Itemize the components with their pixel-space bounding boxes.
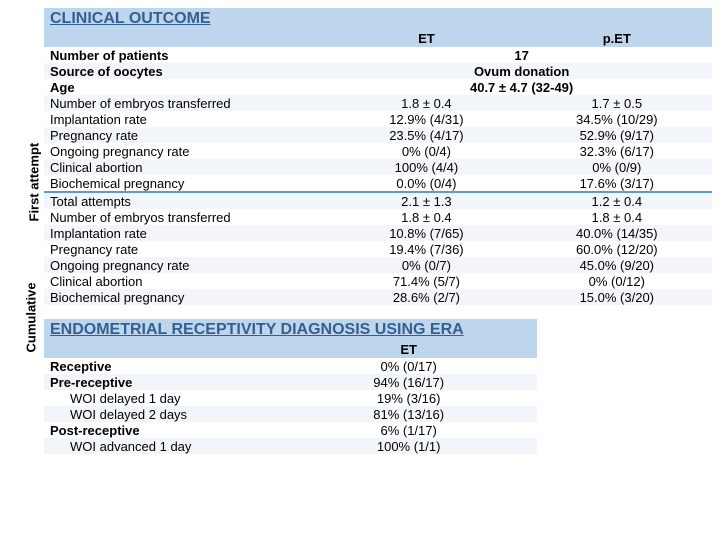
- table-row: Biochemical pregnancy0.0% (0/4)17.6% (3/…: [44, 175, 712, 192]
- row-label: Clinical abortion: [44, 273, 331, 289]
- row-value-et: 1.8 ± 0.4: [331, 209, 521, 225]
- row-value-pet: 1.8 ± 0.4: [522, 209, 712, 225]
- row-value-spanned: Ovum donation: [331, 63, 712, 79]
- header-et: ET: [281, 341, 537, 358]
- header-et: ET: [331, 30, 521, 47]
- table-row: Biochemical pregnancy28.6% (2/7)15.0% (3…: [44, 289, 712, 305]
- table-row: Age40.7 ± 4.7 (32-49): [44, 79, 712, 95]
- table-row: Implantation rate12.9% (4/31)34.5% (10/2…: [44, 111, 712, 127]
- row-label: Biochemical pregnancy: [44, 175, 331, 192]
- side-labels: First attempt Cumulative: [8, 8, 44, 305]
- row-value-pet: 32.3% (6/17): [522, 143, 712, 159]
- table-title: CLINICAL OUTCOME: [44, 8, 712, 30]
- table-header-row: ET: [44, 341, 537, 358]
- row-value-et: 0% (0/4): [331, 143, 521, 159]
- row-label: Receptive: [44, 358, 281, 374]
- row-label: Clinical abortion: [44, 159, 331, 175]
- row-value: 100% (1/1): [281, 438, 537, 454]
- table-row: Total attempts2.1 ± 1.31.2 ± 0.4: [44, 192, 712, 209]
- row-value-spanned: 17: [331, 47, 712, 63]
- row-label: Post-receptive: [44, 422, 281, 438]
- row-label: Number of embryos transferred: [44, 209, 331, 225]
- row-label: Number of patients: [44, 47, 331, 63]
- row-value-pet: 60.0% (12/20): [522, 241, 712, 257]
- table-row: Number of embryos transferred1.8 ± 0.41.…: [44, 209, 712, 225]
- table-row: Pregnancy rate19.4% (7/36)60.0% (12/20): [44, 241, 712, 257]
- side-label-cumulative: Cumulative: [24, 263, 39, 353]
- table2-body: Receptive0% (0/17)Pre-receptive94% (16/1…: [44, 358, 537, 454]
- table-row: Post-receptive6% (1/17): [44, 422, 537, 438]
- row-value-et: 0% (0/7): [331, 257, 521, 273]
- table-row: WOI delayed 2 days81% (13/16): [44, 406, 537, 422]
- row-label: Biochemical pregnancy: [44, 289, 331, 305]
- table-row: Pregnancy rate23.5% (4/17)52.9% (9/17): [44, 127, 712, 143]
- row-value-pet: 45.0% (9/20): [522, 257, 712, 273]
- row-value-pet: 34.5% (10/29): [522, 111, 712, 127]
- table-row: Pre-receptive94% (16/17): [44, 374, 537, 390]
- row-value-et: 2.1 ± 1.3: [331, 192, 521, 209]
- row-value-pet: 40.0% (14/35): [522, 225, 712, 241]
- table-row: WOI delayed 1 day19% (3/16): [44, 390, 537, 406]
- row-label: Pregnancy rate: [44, 241, 331, 257]
- row-value-et: 10.8% (7/65): [331, 225, 521, 241]
- row-value-pet: 15.0% (3/20): [522, 289, 712, 305]
- table-row: WOI advanced 1 day100% (1/1): [44, 438, 537, 454]
- row-value: 0% (0/17): [281, 358, 537, 374]
- table-title-row: ENDOMETRIAL RECEPTIVITY DIAGNOSIS USING …: [44, 319, 537, 341]
- row-label: Total attempts: [44, 192, 331, 209]
- row-label: Pregnancy rate: [44, 127, 331, 143]
- row-value-pet: 17.6% (3/17): [522, 175, 712, 192]
- row-value: 81% (13/16): [281, 406, 537, 422]
- row-label: Age: [44, 79, 331, 95]
- row-value: 6% (1/17): [281, 422, 537, 438]
- table-row: Number of embryos transferred1.8 ± 0.41.…: [44, 95, 712, 111]
- clinical-outcome-table: CLINICAL OUTCOME ET p.ET Number of patie…: [44, 8, 712, 305]
- row-value-et: 12.9% (4/31): [331, 111, 521, 127]
- table-row: Ongoing pregnancy rate0% (0/4)32.3% (6/1…: [44, 143, 712, 159]
- row-value-et: 19.4% (7/36): [331, 241, 521, 257]
- side-label-first-attempt: First attempt: [27, 122, 42, 222]
- row-value: 94% (16/17): [281, 374, 537, 390]
- row-value-pet: 1.7 ± 0.5: [522, 95, 712, 111]
- row-value-pet: 0% (0/9): [522, 159, 712, 175]
- era-table: ENDOMETRIAL RECEPTIVITY DIAGNOSIS USING …: [44, 319, 537, 454]
- row-value-et: 0.0% (0/4): [331, 175, 521, 192]
- header-blank: [44, 341, 281, 358]
- row-label: Implantation rate: [44, 111, 331, 127]
- row-value-pet: 1.2 ± 0.4: [522, 192, 712, 209]
- header-blank: [44, 30, 331, 47]
- row-label: Ongoing pregnancy rate: [44, 143, 331, 159]
- row-value-et: 1.8 ± 0.4: [331, 95, 521, 111]
- table-row: Clinical abortion100% (4/4)0% (0/9): [44, 159, 712, 175]
- table-row: Number of patients17: [44, 47, 712, 63]
- row-label: Source of oocytes: [44, 63, 331, 79]
- table-title-row: CLINICAL OUTCOME: [44, 8, 712, 30]
- row-value-et: 100% (4/4): [331, 159, 521, 175]
- table1-body: Number of patients17Source of oocytesOvu…: [44, 47, 712, 305]
- row-label: WOI delayed 2 days: [44, 406, 281, 422]
- table-row: Clinical abortion71.4% (5/7)0% (0/12): [44, 273, 712, 289]
- table-header-row: ET p.ET: [44, 30, 712, 47]
- header-pet: p.ET: [522, 30, 712, 47]
- row-value-spanned: 40.7 ± 4.7 (32-49): [331, 79, 712, 95]
- table-title: ENDOMETRIAL RECEPTIVITY DIAGNOSIS USING …: [44, 319, 537, 341]
- row-value-pet: 52.9% (9/17): [522, 127, 712, 143]
- row-label: WOI advanced 1 day: [44, 438, 281, 454]
- row-value-et: 28.6% (2/7): [331, 289, 521, 305]
- clinical-outcome-block: First attempt Cumulative CLINICAL OUTCOM…: [8, 8, 712, 305]
- table-row: Ongoing pregnancy rate0% (0/7)45.0% (9/2…: [44, 257, 712, 273]
- table-row: Source of oocytesOvum donation: [44, 63, 712, 79]
- page: First attempt Cumulative CLINICAL OUTCOM…: [8, 8, 712, 454]
- row-label: Implantation rate: [44, 225, 331, 241]
- row-value: 19% (3/16): [281, 390, 537, 406]
- row-value-pet: 0% (0/12): [522, 273, 712, 289]
- row-label: WOI delayed 1 day: [44, 390, 281, 406]
- row-value-et: 23.5% (4/17): [331, 127, 521, 143]
- table-row: Implantation rate10.8% (7/65)40.0% (14/3…: [44, 225, 712, 241]
- table-row: Receptive0% (0/17): [44, 358, 537, 374]
- row-label: Pre-receptive: [44, 374, 281, 390]
- row-label: Number of embryos transferred: [44, 95, 331, 111]
- row-label: Ongoing pregnancy rate: [44, 257, 331, 273]
- row-value-et: 71.4% (5/7): [331, 273, 521, 289]
